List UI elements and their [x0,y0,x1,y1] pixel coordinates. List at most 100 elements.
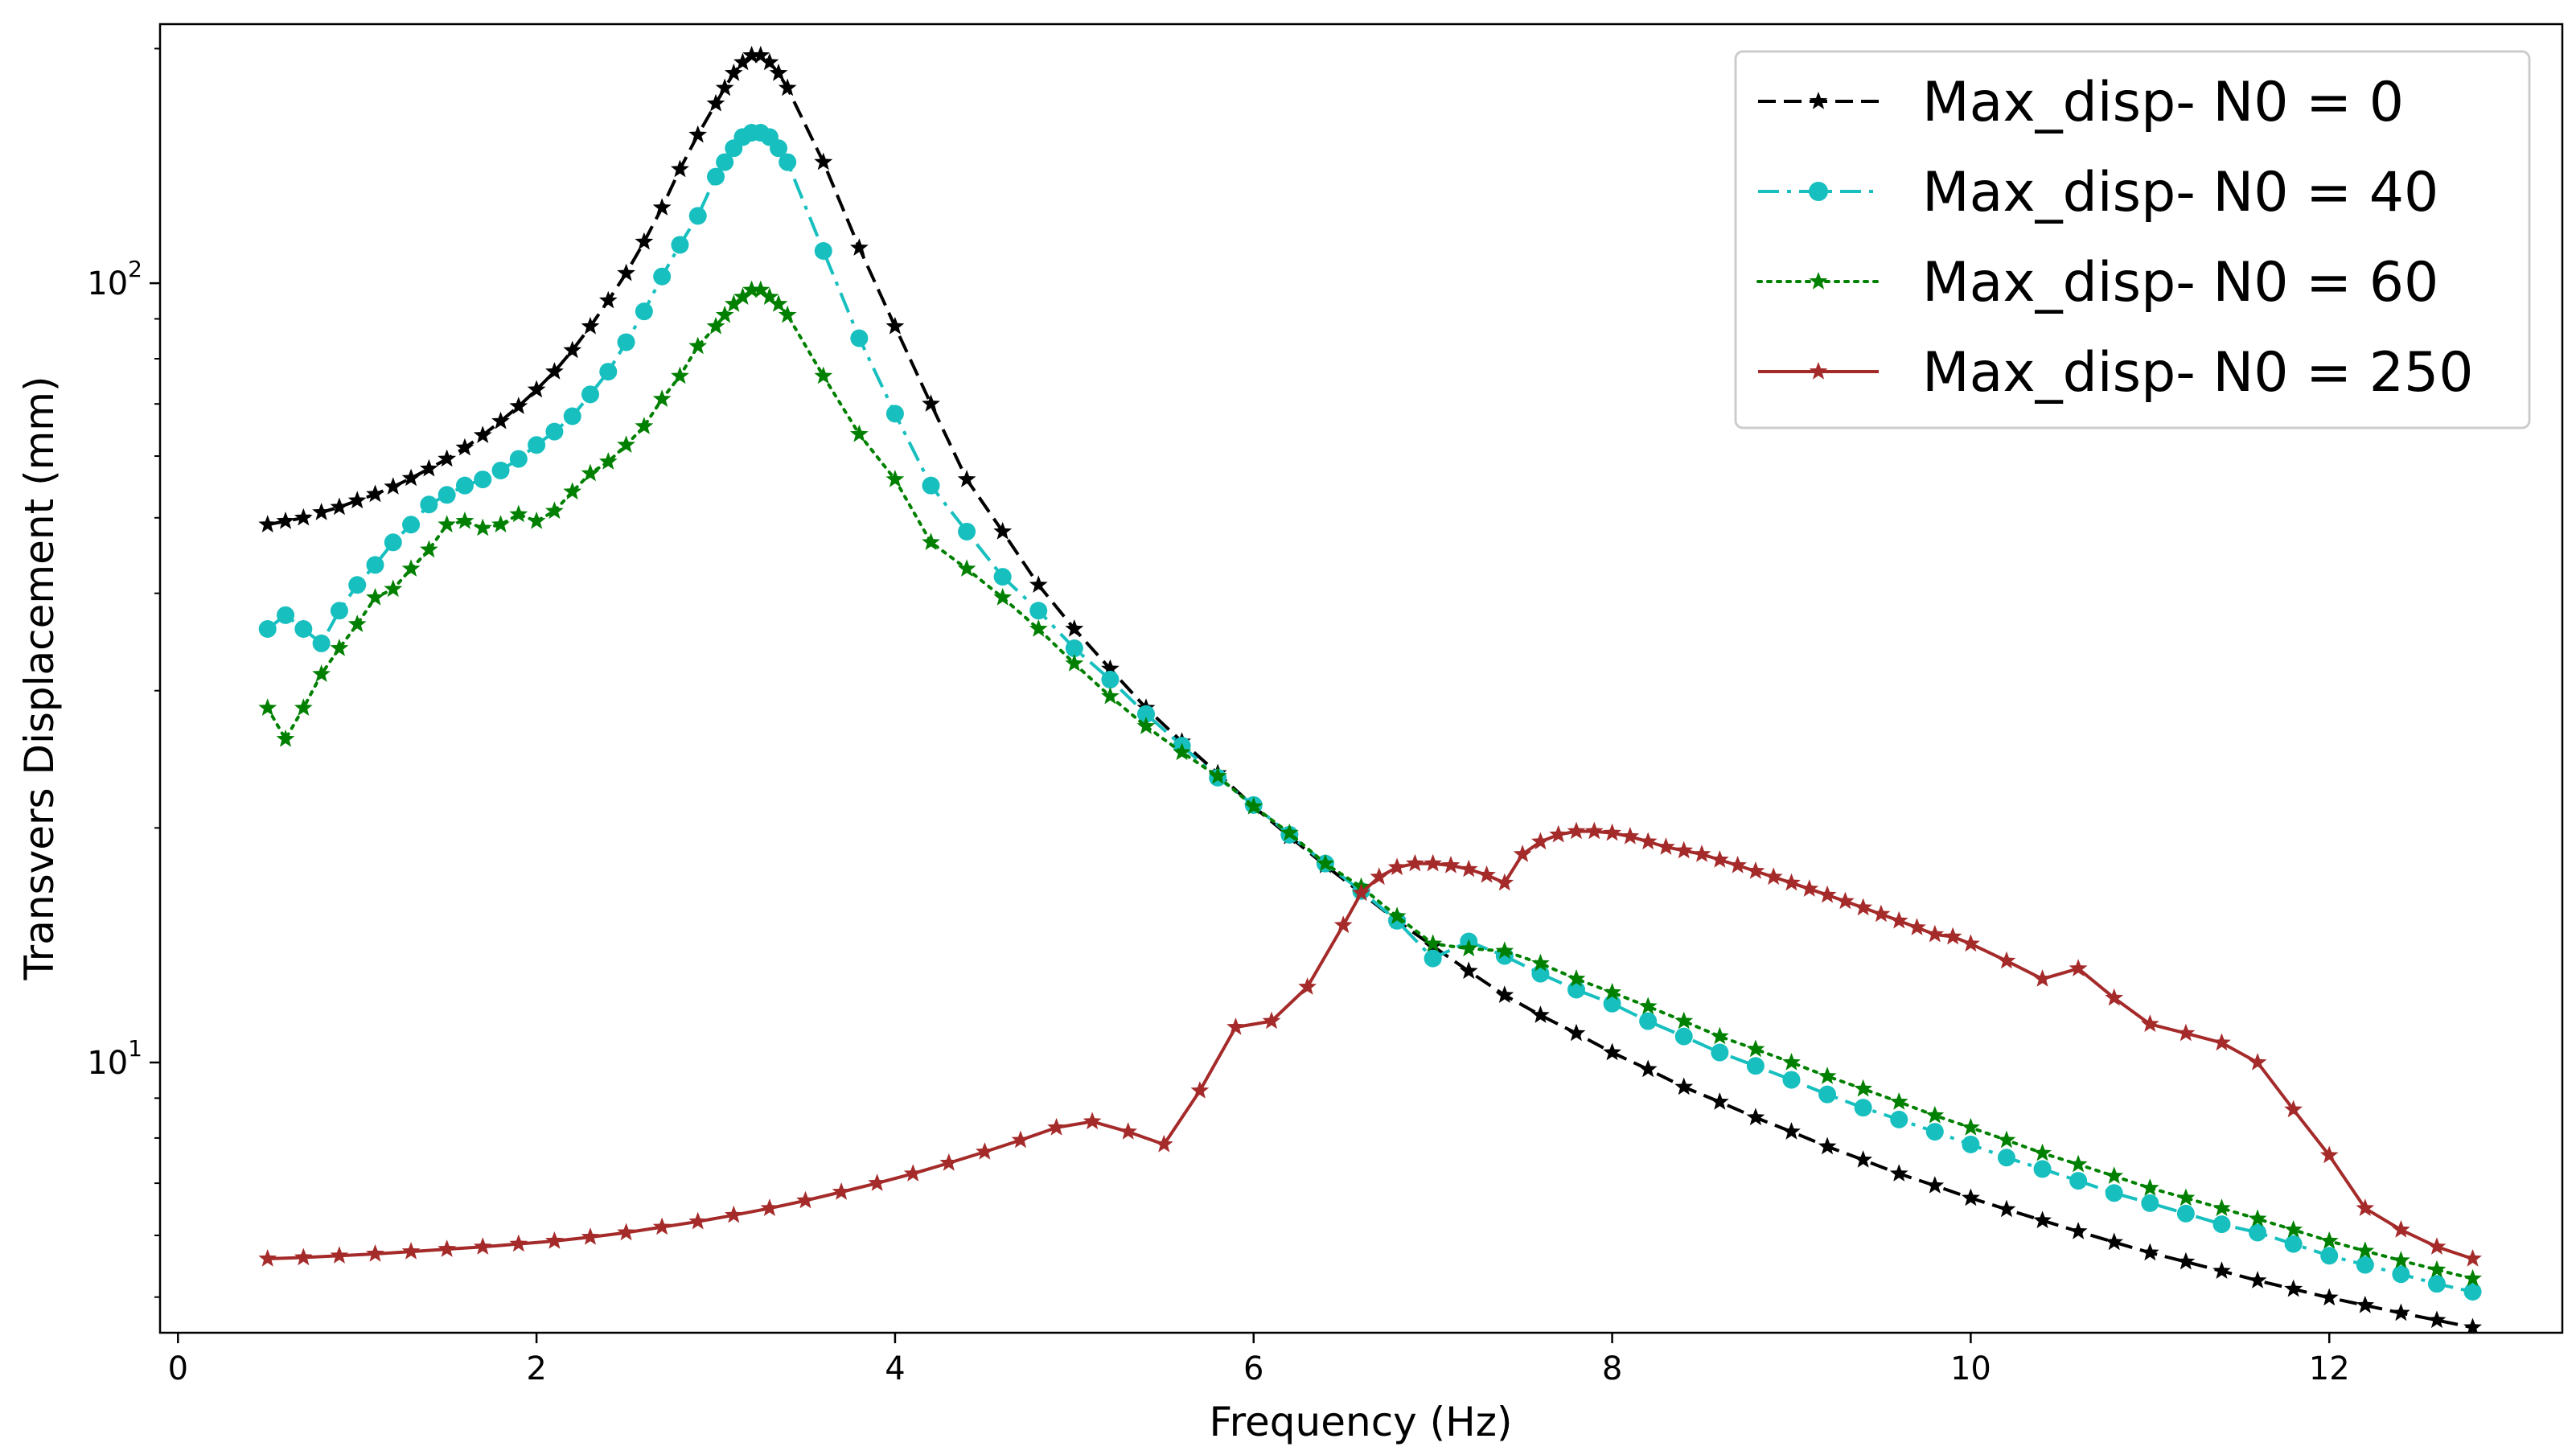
data-point [922,476,940,495]
data-point [1890,1110,1908,1128]
data-point [1710,850,1729,868]
data-point [1925,1123,1944,1141]
data-point [491,515,510,532]
data-point [294,619,313,638]
data-point [885,316,905,335]
data-point [527,512,546,529]
data-point [706,316,725,335]
data-point [312,634,331,652]
legend-entry-1: Max_disp- N0 = 40 [1758,161,2438,224]
data-point [2392,1303,2410,1321]
data-point [769,294,788,312]
data-point [384,579,403,598]
data-point [1531,1005,1550,1023]
data-point [2356,1198,2375,1216]
data-point [1692,845,1711,862]
data-point [2248,1053,2267,1071]
data-point [1800,879,1819,897]
data-point [1710,1026,1729,1045]
data-point [868,1173,887,1191]
data-point [1603,1042,1621,1061]
data-point [1101,686,1120,705]
data-point [366,556,384,574]
data-point [1441,856,1461,873]
data-point [509,1234,528,1252]
data-point [760,52,779,71]
data-point [1459,939,1478,957]
data-point [2033,1160,2052,1178]
data-point [1603,823,1621,841]
data-point [1101,659,1120,677]
data-point [849,424,869,442]
data-point [2140,1178,2159,1196]
data-point [1047,1117,1066,1136]
data-point [581,316,600,335]
data-point [420,458,438,477]
data-point [1154,1134,1173,1153]
data-point [420,540,438,558]
data-point [885,470,905,487]
data-point [1387,906,1407,924]
data-point [401,468,421,487]
data-point [294,698,313,716]
data-point [473,518,492,536]
data-point [814,152,833,171]
data-point [438,1239,457,1257]
data-point [1406,853,1424,872]
data-point [832,1182,851,1200]
data-point [1459,859,1478,878]
data-point [1029,602,1048,620]
data-point [294,1247,313,1266]
data-point [2105,1184,2123,1202]
data-point [770,139,788,158]
data-point [1710,1092,1729,1110]
data-point [1244,796,1263,815]
data-point [652,198,672,216]
data-point [2463,1249,2482,1267]
data-point [2033,1210,2052,1229]
data-point [1639,1012,1658,1030]
data-point [617,435,635,453]
legend-label: Max_disp- N0 = 60 [1922,251,2438,314]
data-point [1101,670,1120,688]
data-point [671,366,689,384]
data-point [1119,1122,1138,1140]
data-point [1925,1176,1945,1194]
data-point [258,619,277,638]
data-point [1782,1071,1801,1089]
data-point [939,1153,959,1171]
data-point [1424,853,1443,872]
data-point [491,461,510,479]
data-point [2033,969,2052,987]
data-point [733,287,752,305]
data-point [1387,857,1407,876]
data-point [849,238,869,256]
legend-label: Max_disp- N0 = 40 [1922,161,2438,224]
data-point [1226,1017,1245,1035]
data-point [1316,853,1335,872]
data-point [1962,1188,1980,1206]
data-point [1854,1150,1873,1168]
data-point [545,422,564,441]
data-point [1333,915,1353,934]
data-point [545,1231,564,1249]
data-point [1818,1136,1837,1155]
data-point [401,559,421,577]
data-point [724,1205,743,1223]
data-point [1818,885,1837,903]
data-point [760,1198,779,1216]
data-point [491,411,510,430]
data-point [473,1237,492,1255]
data-point [2176,1188,2196,1206]
data-point [2248,1209,2267,1227]
data-point [778,305,797,323]
data-point [1567,1023,1586,1042]
data-point [455,512,475,529]
data-point [1584,821,1604,840]
data-point [1925,1105,1945,1124]
data-point [2427,1237,2447,1255]
data-point [1136,717,1156,734]
data-point [1746,1039,1765,1058]
data-point [581,385,599,404]
data-point [1011,1130,1030,1149]
